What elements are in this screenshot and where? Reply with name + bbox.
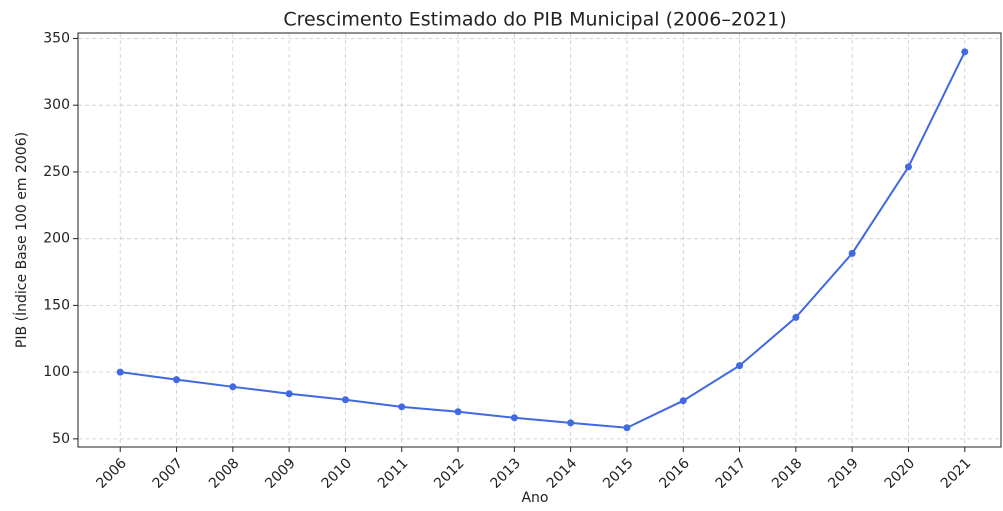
y-tick-label: 350 (43, 30, 70, 46)
chart-title: Crescimento Estimado do PIB Municipal (2… (283, 9, 786, 31)
point (454, 408, 462, 416)
line (120, 51, 966, 429)
point (567, 419, 575, 427)
y-tick-label: 100 (43, 364, 70, 380)
point (173, 376, 181, 384)
x-axis-label: Ano (521, 490, 548, 506)
point (961, 48, 969, 56)
y-tick-label: 200 (43, 231, 70, 247)
point (792, 313, 800, 321)
y-tick-label: 300 (43, 97, 70, 113)
y-tick-label: 250 (43, 164, 70, 180)
y-axis-label: PIB (Índice Base 100 em 2006) (13, 132, 30, 348)
point (341, 396, 349, 404)
point (623, 424, 631, 432)
point (116, 368, 124, 376)
point (398, 403, 406, 411)
plot-frame (77, 32, 1002, 448)
point (904, 163, 912, 171)
point (285, 390, 293, 398)
y-tick-label: 150 (43, 297, 70, 313)
point (736, 362, 744, 370)
y-tick-label: 50 (52, 431, 70, 447)
point (679, 397, 687, 405)
point (510, 414, 518, 422)
point (229, 383, 237, 391)
point (848, 249, 856, 257)
